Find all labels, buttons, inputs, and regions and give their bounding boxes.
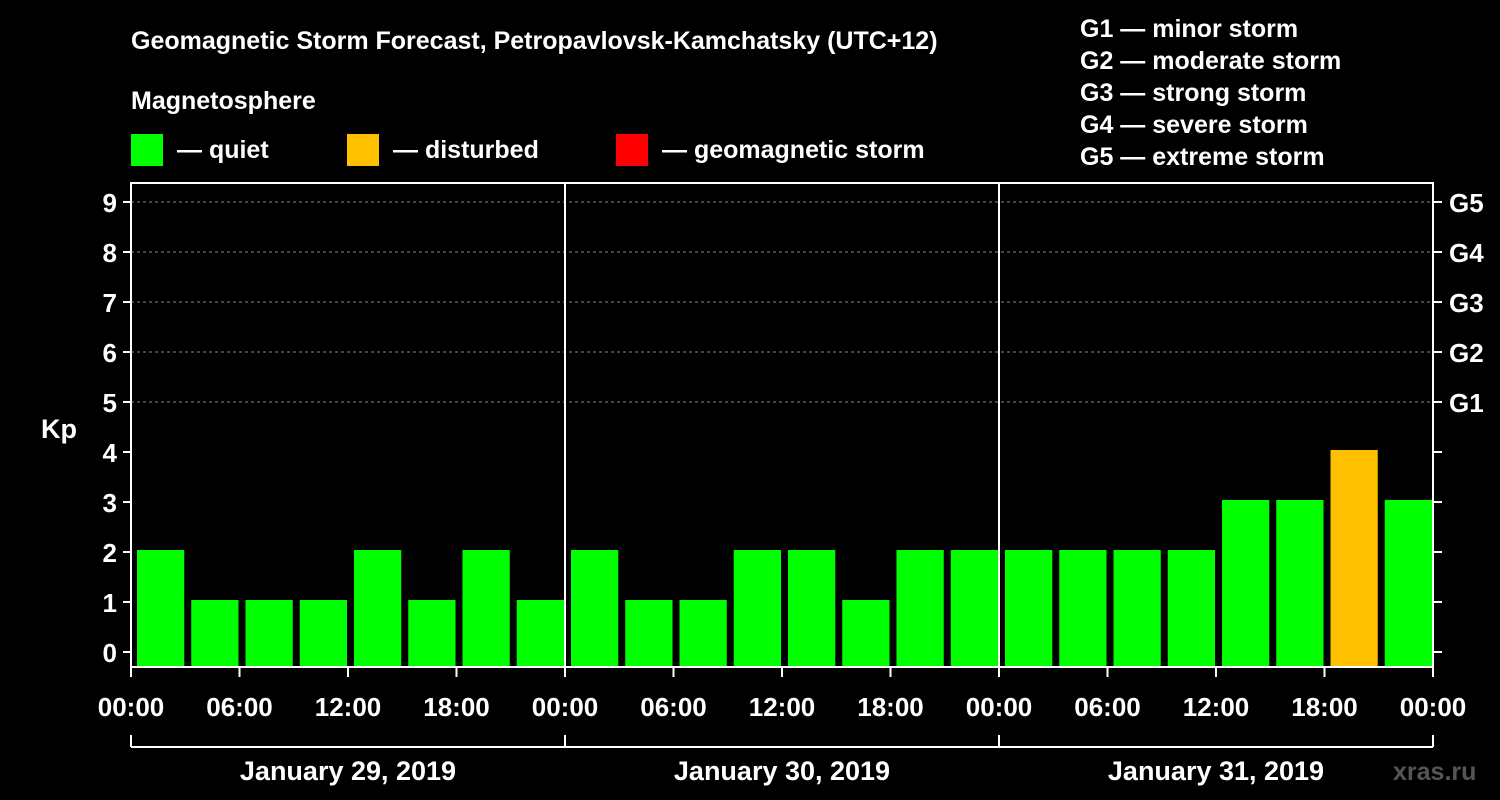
bar-9 <box>625 600 673 667</box>
bar-6 <box>462 550 510 667</box>
y-tick-label-0: 0 <box>103 638 117 668</box>
bar-14 <box>896 550 944 667</box>
bar-1 <box>191 600 239 667</box>
x-tick-label-1: 06:00 <box>206 692 273 722</box>
bar-20 <box>1222 500 1270 667</box>
bar-7 <box>516 600 564 667</box>
bar-5 <box>408 600 456 667</box>
legend-swatch-quiet <box>131 134 163 166</box>
bar-13 <box>842 600 890 667</box>
bar-22 <box>1330 450 1378 667</box>
y-tick-label-9: 9 <box>103 188 117 218</box>
x-tick-label-4: 00:00 <box>532 692 599 722</box>
right-tick-label-g5: G5 <box>1449 188 1484 218</box>
x-tick-label-12: 00:00 <box>1400 692 1467 722</box>
y-tick-label-3: 3 <box>103 488 117 518</box>
bar-23 <box>1384 500 1432 667</box>
watermark: xras.ru <box>1393 758 1476 786</box>
axes <box>123 182 1442 748</box>
bar-16 <box>1005 550 1053 667</box>
right-tick-label-g1: G1 <box>1449 388 1484 418</box>
bar-3 <box>299 600 347 667</box>
bar-2 <box>245 600 293 667</box>
bar-4 <box>354 550 402 667</box>
y-tick-label-2: 2 <box>103 538 117 568</box>
bars <box>137 450 1432 667</box>
x-tick-label-7: 18:00 <box>857 692 924 722</box>
day-label-1: January 30, 2019 <box>674 756 890 786</box>
y-axis-label: Kp <box>41 414 77 444</box>
y-tick-label-7: 7 <box>103 288 117 318</box>
y-tick-label-1: 1 <box>103 588 117 618</box>
right-tick-label-g2: G2 <box>1449 338 1484 368</box>
day-label-0: January 29, 2019 <box>240 756 456 786</box>
bar-0 <box>137 550 185 667</box>
x-tick-label-0: 00:00 <box>98 692 165 722</box>
storm-level-g1: G1 — minor storm <box>1080 15 1298 43</box>
bar-15 <box>950 550 998 667</box>
y-tick-label-5: 5 <box>103 388 117 418</box>
bar-8 <box>571 550 619 667</box>
legend: — quiet — disturbed — geomagnetic storm <box>131 134 925 166</box>
bar-19 <box>1167 550 1215 667</box>
day-label-2: January 31, 2019 <box>1108 756 1324 786</box>
storm-level-g2: G2 — moderate storm <box>1080 47 1341 75</box>
storm-levels-list: G1 — minor storm G2 — moderate storm G3 … <box>1080 15 1341 171</box>
y-tick-label-4: 4 <box>103 438 118 468</box>
x-tick-label-2: 12:00 <box>315 692 382 722</box>
legend-swatch-storm <box>616 134 648 166</box>
x-tick-label-11: 18:00 <box>1291 692 1358 722</box>
legend-label-disturbed: — disturbed <box>393 136 539 164</box>
grid-lines <box>131 201 1433 403</box>
tick-labels: 0 1 2 3 4 5 6 7 8 9 G1 G2 G3 G4 G5 00:00 06:00 12:00 18:00… <box>98 188 1484 786</box>
x-tick-label-6: 12:00 <box>749 692 816 722</box>
legend-title: Magnetosphere <box>131 87 316 115</box>
bar-21 <box>1276 500 1324 667</box>
storm-level-g4: G4 — severe storm <box>1080 111 1308 139</box>
right-tick-label-g3: G3 <box>1449 288 1484 318</box>
bar-11 <box>733 550 781 667</box>
right-tick-label-g4: G4 <box>1449 238 1484 268</box>
storm-level-g5: G5 — extreme storm <box>1080 143 1325 171</box>
bar-10 <box>679 600 727 667</box>
legend-swatch-disturbed <box>347 134 379 166</box>
y-tick-label-8: 8 <box>103 238 117 268</box>
legend-label-quiet: — quiet <box>177 136 269 164</box>
storm-level-g3: G3 — strong storm <box>1080 79 1306 107</box>
x-tick-label-8: 00:00 <box>966 692 1033 722</box>
x-tick-label-5: 06:00 <box>640 692 707 722</box>
bar-18 <box>1113 550 1161 667</box>
x-tick-label-9: 06:00 <box>1074 692 1141 722</box>
chart-title: Geomagnetic Storm Forecast, Petropavlovs… <box>131 27 938 55</box>
x-tick-label-3: 18:00 <box>423 692 490 722</box>
bar-12 <box>788 550 836 667</box>
y-tick-label-6: 6 <box>103 338 117 368</box>
legend-label-storm: — geomagnetic storm <box>662 136 925 164</box>
bar-17 <box>1059 550 1107 667</box>
x-tick-label-10: 12:00 <box>1183 692 1250 722</box>
